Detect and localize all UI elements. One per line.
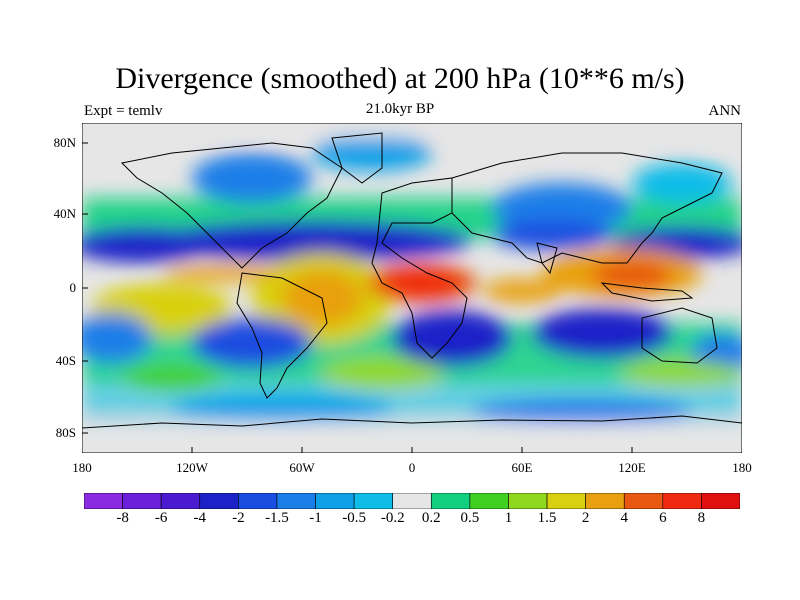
colorbar-label: 4 — [620, 510, 628, 526]
coastlines — [82, 132, 742, 429]
colorbar-swatch — [430, 493, 471, 509]
lon-label-180w: 180 — [72, 460, 92, 475]
colorbar-swatch — [701, 493, 740, 509]
colorbar-label: -0.2 — [380, 510, 405, 526]
colorbar — [84, 493, 740, 509]
colorbar-swatch — [353, 493, 394, 509]
map-subtitle: 21.0kyr BP — [365, 101, 435, 117]
lon-label-60e: 60E — [511, 460, 533, 475]
colorbar-swatch — [315, 493, 355, 509]
colorbar-swatch — [238, 493, 278, 509]
colorbar-swatch — [585, 493, 625, 509]
experiment-label: Expt = temlv — [84, 103, 163, 119]
colorbar-label: -0.5 — [342, 510, 366, 526]
map-title: Divergence (smoothed) at 200 hPa (10**6 … — [115, 62, 685, 95]
colorbar-label: -2 — [232, 510, 245, 526]
colorbar-label: -6 — [154, 510, 168, 526]
colorbar-swatch — [392, 493, 432, 509]
colorbar-swatch — [122, 493, 162, 509]
colorbar-label: -1.5 — [265, 510, 289, 526]
lon-label-60w: 60W — [289, 460, 315, 475]
colorbar-label: 0.5 — [460, 510, 480, 526]
lon-label-120w: 120W — [176, 460, 208, 475]
lat-label-40n: 40N — [53, 206, 76, 221]
lat-label-40s: 40S — [55, 353, 76, 368]
colorbar-label: -4 — [193, 510, 207, 526]
colorbar-label: 0.2 — [421, 510, 441, 526]
divergence-map — [82, 123, 742, 453]
lon-label-180e: 180 — [732, 460, 752, 475]
colorbar-swatch — [276, 493, 316, 509]
colorbar-label: 6 — [659, 510, 667, 526]
axis-ticks — [82, 142, 633, 453]
lat-label-80n: 80N — [53, 135, 76, 150]
period-label: ANN — [708, 103, 742, 119]
colorbar-label: 1 — [504, 510, 513, 526]
colorbar-swatch — [199, 493, 239, 509]
colorbar-label: 2 — [581, 510, 590, 526]
lat-label-80s: 80S — [55, 425, 76, 440]
colorbar-label: -8 — [116, 510, 129, 526]
colorbar-swatch — [84, 493, 123, 509]
colorbar-swatch — [546, 493, 586, 509]
colorbar-label: 1.5 — [537, 510, 557, 526]
colorbar-swatch — [623, 493, 664, 509]
colorbar-swatch — [508, 493, 548, 509]
lat-label-0: 0 — [69, 280, 77, 295]
colorbar-swatch — [469, 493, 509, 509]
lon-label-120e: 120E — [618, 460, 646, 475]
colorbar-swatch — [662, 493, 702, 509]
colorbar-label: 8 — [697, 510, 706, 526]
lon-label-0: 0 — [408, 460, 416, 475]
colorbar-label: -1 — [309, 510, 322, 526]
colorbar-swatch — [160, 493, 201, 509]
